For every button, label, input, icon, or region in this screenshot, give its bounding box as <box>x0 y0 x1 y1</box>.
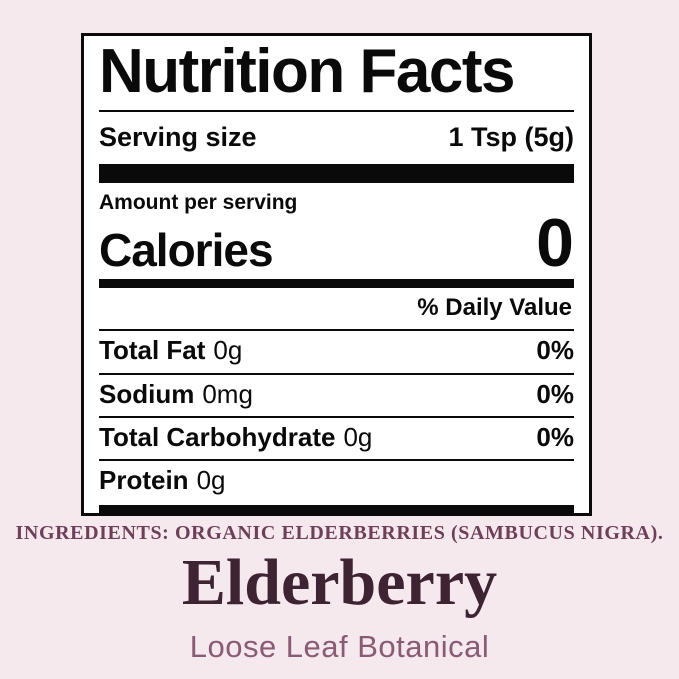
nutrition-facts-panel: Nutrition Facts Serving size 1 Tsp (5g) … <box>81 33 592 516</box>
row-divider <box>99 459 574 462</box>
nutrient-row-total-carbohydrate: Total Carbohydrate 0g 0% <box>99 418 574 459</box>
calories-row: Calories 0 <box>99 205 574 282</box>
thick-separator-bar-bottom <box>99 505 574 513</box>
serving-size-row: Serving size 1 Tsp (5g) <box>99 112 574 164</box>
ingredients-text: INGREDIENTS: ORGANIC ELDERBERRIES (SAMBU… <box>15 522 664 544</box>
serving-size-value: 1 Tsp (5g) <box>448 122 574 153</box>
row-divider <box>99 415 574 418</box>
product-subtitle: Loose Leaf Botanical <box>189 629 490 664</box>
nutrition-facts-title: Nutrition Facts <box>99 37 515 106</box>
nutrient-name: Total Fat <box>99 335 206 366</box>
nutrient-row-total-fat: Total Fat 0g 0% <box>99 331 574 372</box>
nutrient-daily-value: 0% <box>536 378 574 409</box>
calories-label: Calories <box>99 224 274 277</box>
nutrient-name: Sodium <box>99 378 195 409</box>
nutrient-daily-value: 0% <box>536 335 574 366</box>
nutrient-name-and-amount: Total Fat 0g <box>99 337 242 364</box>
nutrient-amount: 0g <box>213 335 243 366</box>
row-divider <box>99 329 574 332</box>
nutrient-amount: 0g <box>196 465 226 496</box>
calories-value: 0 <box>536 205 574 282</box>
nutrient-name: Protein <box>99 465 189 496</box>
nutrient-name: Total Carbohydrate <box>99 421 336 452</box>
serving-size-label: Serving size <box>99 122 257 153</box>
nutrient-name-and-amount: Protein 0g <box>99 465 226 496</box>
nutrient-name-and-amount: Sodium 0mg <box>99 378 253 409</box>
row-divider <box>99 372 574 375</box>
daily-value-header: % Daily Value <box>417 294 572 322</box>
thick-separator-bar-top <box>99 164 574 184</box>
nutrient-row-sodium: Sodium 0mg 0% <box>99 375 574 416</box>
nutrient-name-and-amount: Total Carbohydrate 0g <box>99 421 373 452</box>
nutrient-amount: 0mg <box>202 378 253 409</box>
title-divider <box>99 110 574 113</box>
medium-separator-bar <box>99 279 574 289</box>
nutrient-row-protein: Protein 0g <box>99 461 574 502</box>
product-name: Elderberry <box>181 546 498 619</box>
nutrient-daily-value: 0% <box>536 421 574 452</box>
nutrient-amount: 0g <box>343 421 373 452</box>
amount-per-serving-label: Amount per serving <box>99 191 298 215</box>
